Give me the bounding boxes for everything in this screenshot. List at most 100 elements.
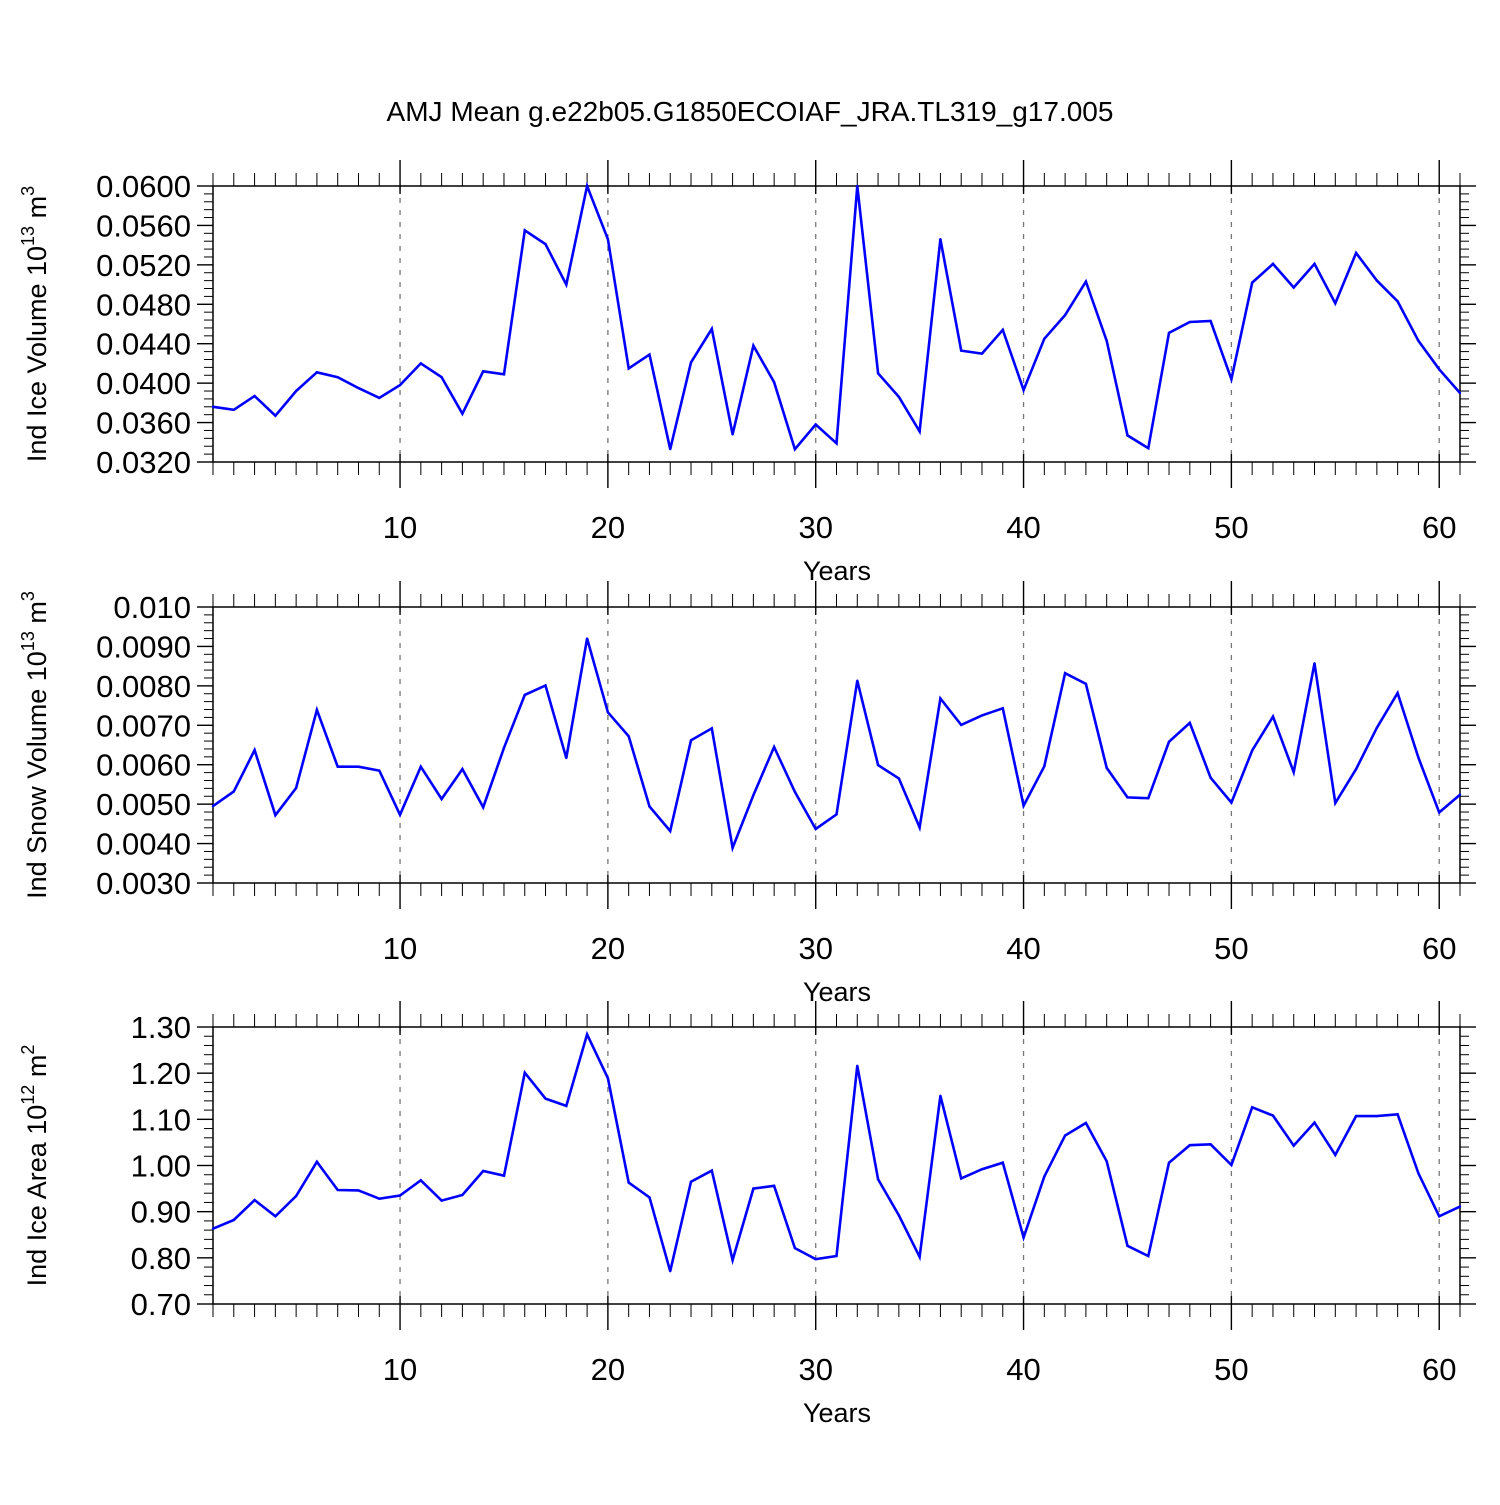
data-point [1417,1172,1420,1175]
data-point [378,769,381,772]
data-point [1084,1121,1088,1125]
data-point [627,735,630,738]
data-point [315,708,319,712]
data-point [752,793,755,797]
y-tick-label: 0.0040 [96,827,191,862]
data-point [1230,378,1233,381]
chart-title: AMJ Mean g.e22b05.G1850ECOIAF_JRA.TL319_… [386,96,1114,127]
data-point [939,1094,942,1097]
data-point [398,1194,402,1197]
y-tick-label: 0.0400 [96,366,191,401]
data-point [419,765,423,768]
data-point [1458,793,1462,796]
data-point [544,684,547,687]
data-point [585,184,589,188]
y-tick-label: 0.80 [131,1241,191,1276]
y-axis-label: Ind Snow Volume 1013 m3 [18,591,52,899]
data-point [1167,1161,1171,1164]
data-point [648,353,651,356]
data-point [710,727,713,730]
y-tick-label: 1.00 [131,1149,191,1184]
data-point [232,790,235,793]
data-point [1188,320,1192,324]
data-point [1188,721,1192,725]
y-axis-label-unit: m [22,601,52,631]
data-point [1354,767,1358,771]
plot-frame [212,185,1461,463]
data-point [357,765,360,768]
data-point [918,430,921,433]
data-point [481,1169,485,1173]
data-point [648,805,651,808]
data-point [1271,1114,1275,1117]
data-point [1022,1236,1025,1239]
data-point [419,362,423,365]
data-point [669,829,672,833]
data-point [710,327,713,331]
data-point [565,283,568,286]
data-point [669,1270,672,1273]
data-point [1147,1254,1150,1258]
x-axis-label: Years [803,556,871,586]
data-point [336,1188,339,1192]
data-point [1084,682,1088,686]
data-point [253,1198,256,1202]
data-point [1458,391,1462,395]
y-tick-label: 0.0030 [96,866,191,901]
data-point [1126,796,1129,799]
data-point [606,711,610,714]
data-point [1063,672,1067,675]
y-axis-label: Ind Ice Volume 1013 m3 [18,186,52,462]
data-point [1043,1175,1046,1178]
y-tick-label: 0.0560 [96,208,191,243]
data-point [1001,1161,1004,1164]
data-point [253,748,256,752]
data-point [523,1071,526,1074]
data-point [960,349,963,352]
data-point [669,447,672,451]
y-tick-label: 1.30 [131,1010,191,1045]
data-point [918,1255,921,1259]
data-point [585,1033,589,1036]
data-point [523,693,526,697]
y-tick-label: 0.0050 [96,787,191,822]
data-point [461,767,464,771]
data-point [689,1180,693,1183]
data-point [814,1258,817,1261]
data-point [1250,281,1254,284]
data-point [1209,1143,1212,1146]
data-point [1167,740,1171,744]
y-tick-label: 0.0440 [96,327,191,362]
y-tick-label: 0.0600 [96,169,191,204]
data-point [1105,339,1108,342]
data-point [1250,1106,1254,1109]
data-point [1230,801,1233,804]
panel-1: 0.0320 0.0360 0.0400 0.0440 0.0480 0.0520 0.05… [18,160,1476,586]
data-point [232,1218,235,1222]
x-tick-label: 40 [1006,931,1040,966]
data-point [1375,1114,1379,1118]
x-tick-label: 30 [798,510,832,545]
data-point [1126,1244,1129,1248]
data-point [876,763,880,767]
y-tick-label: 0.0360 [96,406,191,441]
data-point [710,1169,713,1172]
y-axis-label: Ind Ice Area 1012 m2 [18,1045,52,1287]
y-tick-label: 0.0520 [96,248,191,283]
data-point [835,813,838,816]
data-point [1022,804,1025,807]
y-axis-label-unit-exponent: 3 [18,186,38,196]
data-point [772,745,776,749]
data-point [1417,339,1420,342]
data-point [814,423,817,426]
data-point [1396,691,1399,695]
data-point [835,1254,838,1258]
data-point [939,697,942,700]
data-point [1396,1113,1399,1116]
data-point [939,238,942,241]
data-point [1230,1163,1233,1167]
data-point [731,846,734,850]
y-tick-label: 1.20 [131,1056,191,1091]
